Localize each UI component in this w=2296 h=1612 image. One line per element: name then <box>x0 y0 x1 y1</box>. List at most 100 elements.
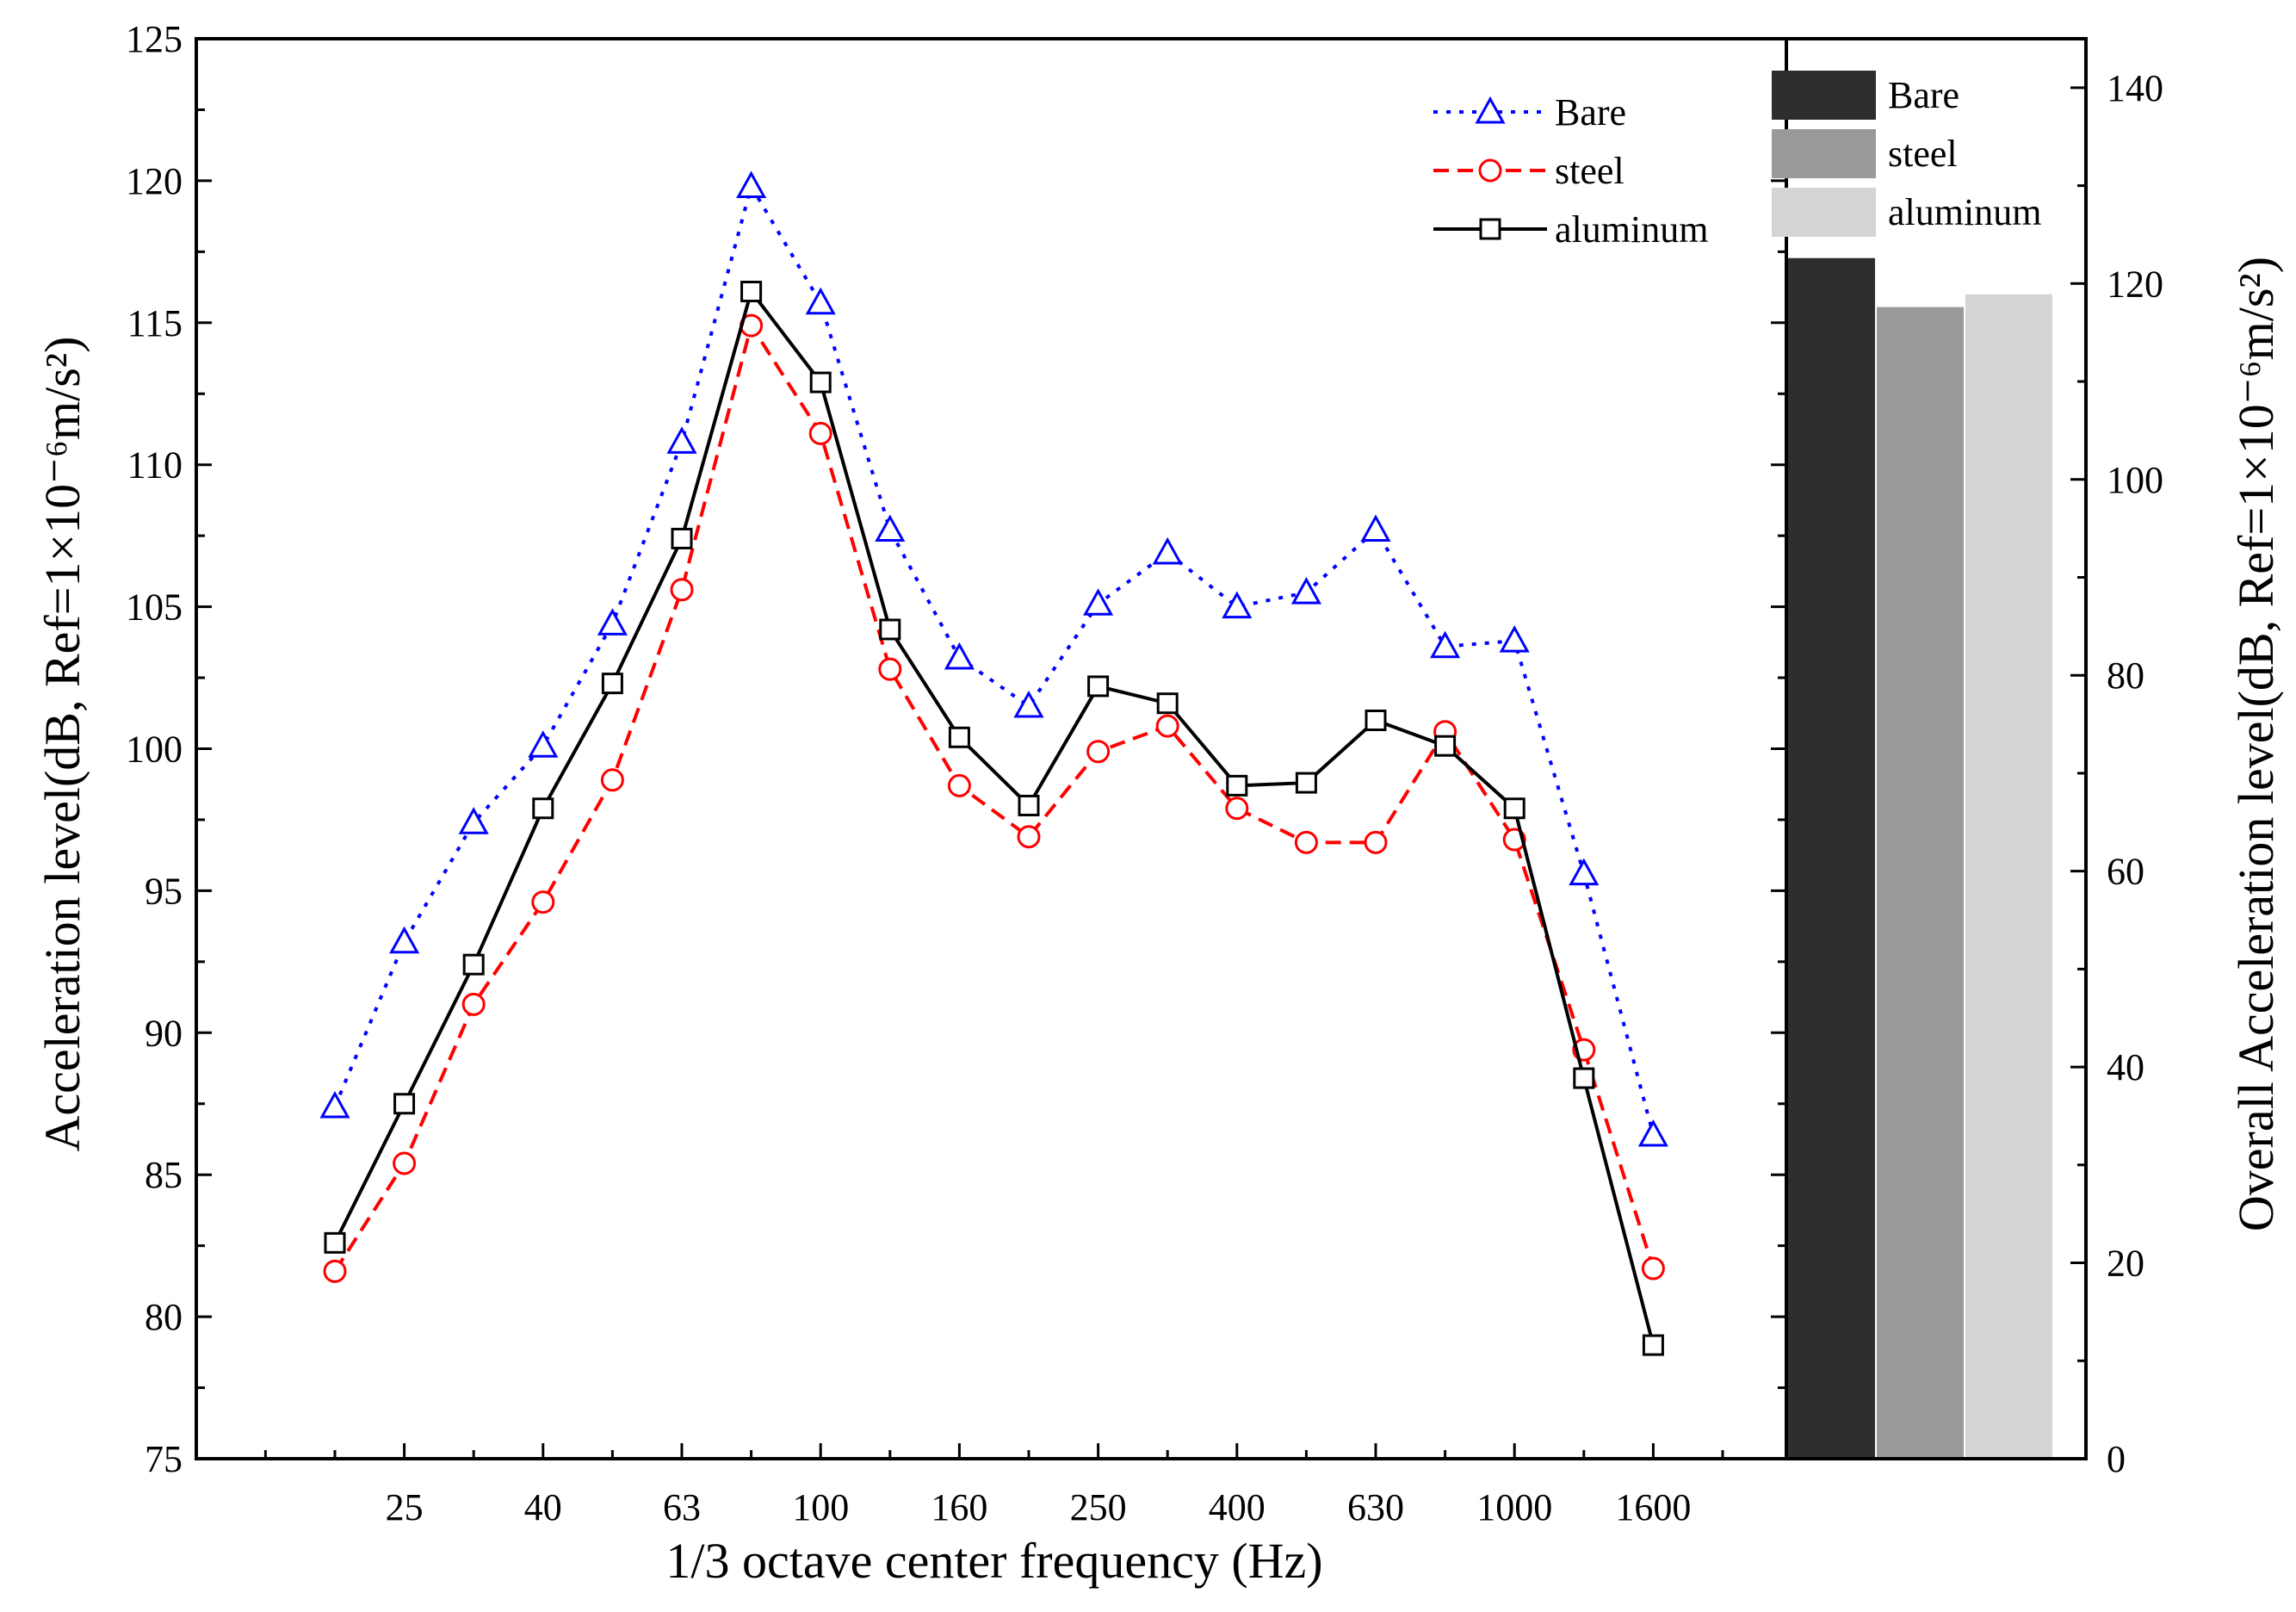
point-aluminum-25 <box>393 1093 416 1115</box>
y-tick-label: 90 <box>145 1012 183 1054</box>
y2-tick-label: 140 <box>2107 67 2163 109</box>
point-steel-25 <box>393 1151 417 1175</box>
point-Bare-125 <box>875 514 906 542</box>
point-Bare-100 <box>805 287 836 315</box>
point-Bare-31.5 <box>458 807 489 834</box>
x-tick-label: 40 <box>524 1486 562 1528</box>
point-aluminum-315 <box>1156 692 1179 715</box>
series-line-Bare <box>333 182 1655 1136</box>
point-steel-315 <box>1155 714 1179 738</box>
bar-Bare <box>1788 257 1875 1459</box>
bar-legend: Bare steel aluminum <box>1772 71 2041 237</box>
point-Bare-500 <box>1290 577 1321 604</box>
point-aluminum-63 <box>671 527 693 549</box>
series-group <box>319 170 1668 1356</box>
point-Bare-250 <box>1083 588 1114 616</box>
point-Bare-400 <box>1222 591 1253 619</box>
point-aluminum-400 <box>1226 774 1248 797</box>
point-aluminum-1000 <box>1503 797 1526 820</box>
left-y-tick-labels: 75 80 85 90 95 100 105 110 115 120 125 <box>126 18 183 1480</box>
bar-legend-label-Bare: Bare <box>1888 74 1959 116</box>
point-Bare-40 <box>528 730 559 758</box>
bar-legend-swatch-Bare <box>1772 71 1876 120</box>
point-Bare-200 <box>1013 690 1044 718</box>
point-steel-630 <box>1364 830 1388 854</box>
x-tick-label: 63 <box>663 1486 701 1528</box>
point-aluminum-50 <box>601 673 623 695</box>
y2-tick-label: 20 <box>2107 1243 2144 1285</box>
x-tick-label: 400 <box>1209 1486 1266 1528</box>
y-tick-label: 100 <box>126 728 183 771</box>
point-Bare-160 <box>944 642 975 670</box>
legend-marker-Bare <box>1475 96 1506 124</box>
point-aluminum-800 <box>1434 735 1457 757</box>
point-Bare-800 <box>1430 630 1461 659</box>
right-y-tick-labels: 0 20 40 60 80 100 120 140 <box>2107 67 2163 1480</box>
y-tick-label: 80 <box>145 1296 183 1338</box>
point-Bare-50 <box>597 608 628 636</box>
point-aluminum-500 <box>1295 772 1317 794</box>
point-Bare-20 <box>319 1090 350 1119</box>
y-tick-label: 105 <box>126 586 183 629</box>
y2-tick-label: 0 <box>2107 1438 2126 1480</box>
point-aluminum-31.5 <box>462 953 485 976</box>
point-steel-63 <box>670 578 694 602</box>
point-Bare-25 <box>389 926 420 954</box>
x-tick-label: 100 <box>792 1486 849 1528</box>
point-aluminum-40 <box>532 797 554 820</box>
bar-aluminum <box>1965 294 2052 1459</box>
y2-tick-label: 120 <box>2107 263 2163 305</box>
x-tick-label: 25 <box>386 1486 424 1528</box>
point-aluminum-1600 <box>1642 1334 1664 1356</box>
point-aluminum-100 <box>809 371 832 394</box>
series-Bare <box>319 170 1668 1147</box>
point-aluminum-80 <box>740 281 763 303</box>
legend-marker-aluminum <box>1479 218 1501 240</box>
bar-steel <box>1877 307 1964 1459</box>
point-steel-160 <box>947 773 971 797</box>
right-y-axis-title: Overall Acceleration level(dB, Ref=1×10⁻… <box>2228 257 2284 1231</box>
point-Bare-63 <box>666 426 697 454</box>
x-tick-label: 1000 <box>1476 1486 1552 1528</box>
y-tick-label: 125 <box>126 18 183 60</box>
bar-legend-swatch-steel <box>1772 129 1876 178</box>
point-Bare-1000 <box>1499 625 1530 653</box>
x-tick-label: 160 <box>931 1486 987 1528</box>
x-tick-labels: 25 40 63 100 160 250 400 630 1000 1600 <box>386 1486 1692 1528</box>
y2-tick-label: 60 <box>2107 851 2144 893</box>
series-aluminum <box>324 281 1664 1356</box>
x-tick-label: 250 <box>1070 1486 1127 1528</box>
bar-legend-label-aluminum: aluminum <box>1888 191 2041 233</box>
point-steel-20 <box>323 1259 347 1283</box>
point-aluminum-125 <box>879 618 901 641</box>
point-steel-500 <box>1294 830 1318 854</box>
x-tick-label: 630 <box>1347 1486 1404 1528</box>
y-tick-label: 120 <box>126 160 183 202</box>
point-aluminum-250 <box>1087 675 1110 698</box>
series-line-steel <box>333 321 1655 1273</box>
point-Bare-80 <box>736 170 767 198</box>
point-Bare-1600 <box>1637 1119 1668 1147</box>
y-tick-label: 115 <box>127 302 183 344</box>
y-tick-label: 110 <box>127 444 183 487</box>
point-aluminum-160 <box>948 726 970 748</box>
point-steel-400 <box>1225 797 1249 821</box>
point-steel-1600 <box>1641 1256 1665 1280</box>
point-aluminum-630 <box>1365 710 1387 732</box>
y2-tick-label: 40 <box>2107 1046 2144 1088</box>
y-tick-label: 95 <box>145 870 183 912</box>
line-legend: Bare steel aluminum <box>1433 91 1708 251</box>
legend-label-Bare: Bare <box>1555 91 1626 133</box>
y2-tick-label: 100 <box>2107 459 2163 501</box>
plot-frame <box>195 37 2088 1460</box>
bar-legend-label-steel: steel <box>1888 133 1958 175</box>
point-steel-40 <box>531 890 555 914</box>
series-line-aluminum <box>333 288 1655 1346</box>
x-tick-label: 1600 <box>1615 1486 1691 1528</box>
legend-marker-steel <box>1478 158 1502 183</box>
point-aluminum-20 <box>324 1231 346 1254</box>
point-steel-31.5 <box>461 992 486 1016</box>
overall-bars <box>1788 257 2052 1459</box>
point-steel-200 <box>1017 825 1041 849</box>
